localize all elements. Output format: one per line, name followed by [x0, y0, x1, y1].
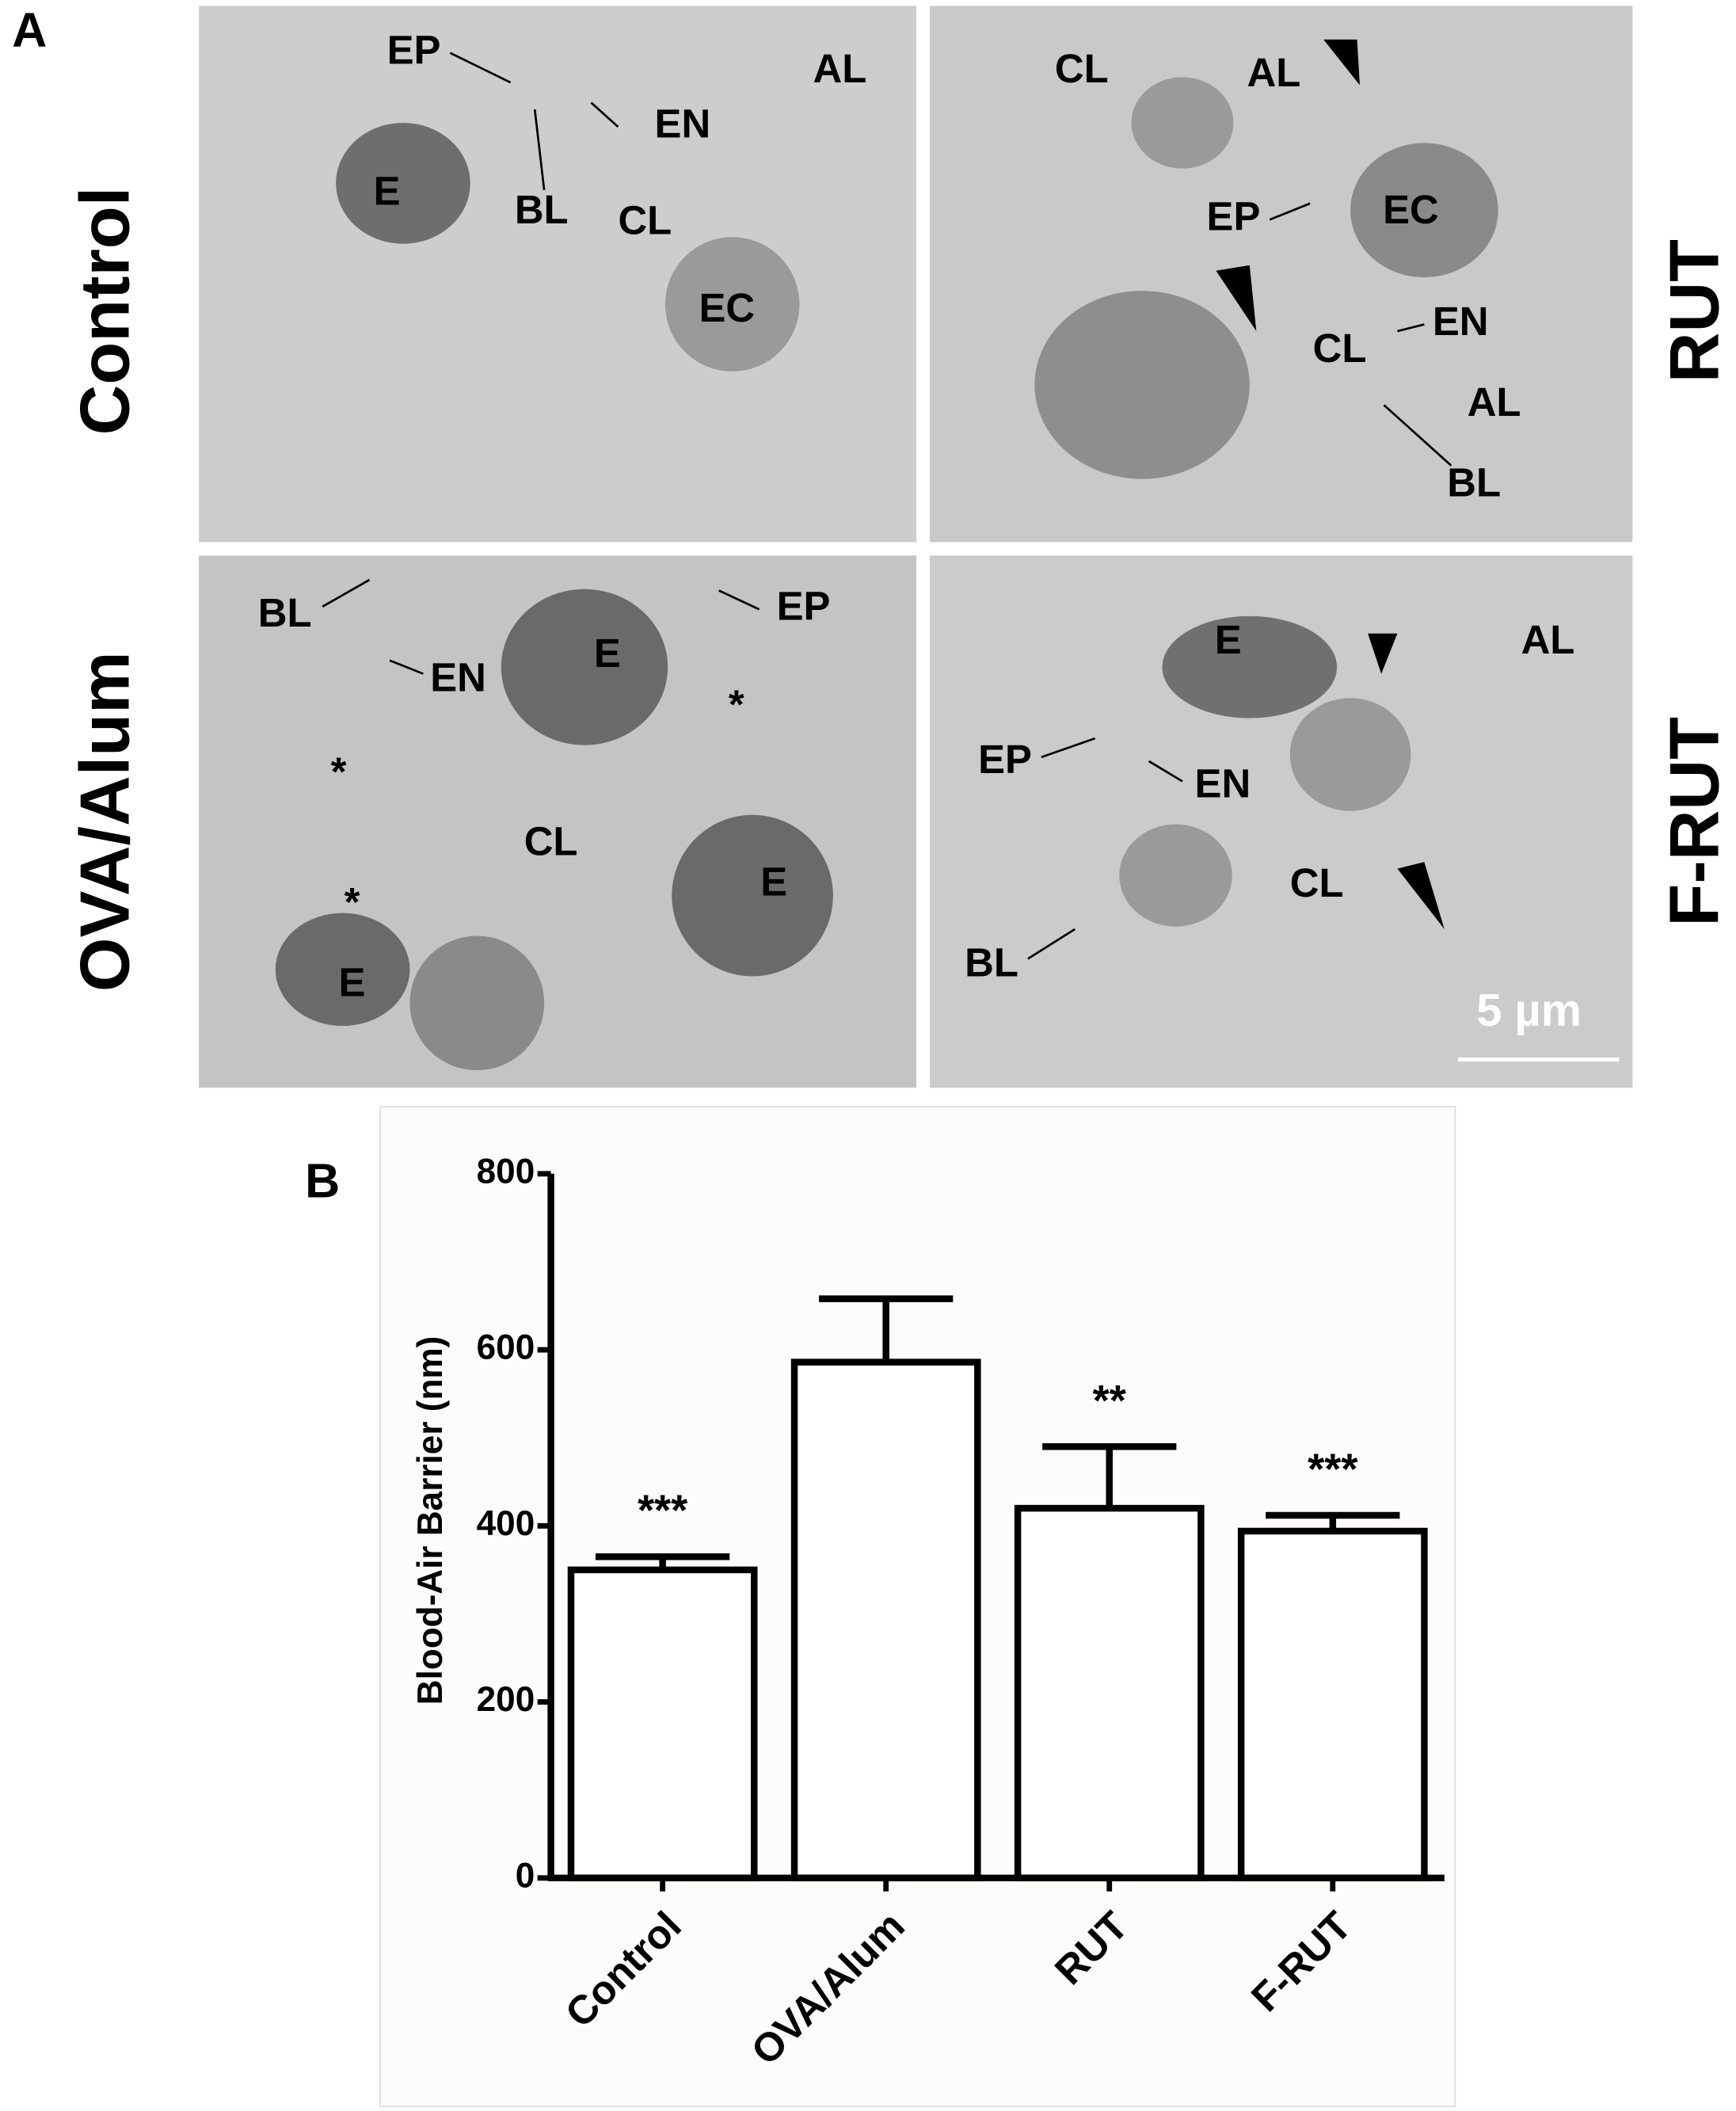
leader-line	[322, 578, 760, 675]
structure-label: E	[1215, 617, 1242, 662]
asterisk: *	[331, 749, 347, 794]
structure-label: CL	[1055, 46, 1109, 91]
cell	[275, 913, 410, 1027]
structure-label: AL	[813, 46, 866, 91]
bar	[1014, 1504, 1205, 1882]
cell	[1289, 698, 1411, 811]
structure-label: EN	[655, 101, 711, 147]
arrowhead	[1368, 633, 1398, 674]
structure-label: EP	[387, 27, 441, 72]
significance-label: **	[1093, 1376, 1127, 1424]
leader-line	[449, 51, 619, 191]
y-tick-label: 600	[477, 1328, 535, 1367]
cell	[1034, 291, 1250, 479]
significance-label: ***	[638, 1486, 688, 1534]
structure-label: CL	[524, 819, 578, 864]
structure-label: EC	[1383, 187, 1439, 232]
row-label: F-RUT	[1654, 717, 1733, 927]
structure-label: E	[594, 631, 621, 676]
structure-label: EP	[777, 584, 831, 629]
structure-label: AL	[1468, 379, 1521, 425]
structure-label: E	[374, 168, 401, 213]
row-label: OVA/Alum	[65, 651, 143, 992]
structure-label: EP	[1207, 194, 1261, 239]
cell	[501, 589, 668, 745]
y-tick-label: 800	[477, 1152, 535, 1191]
bar	[1237, 1527, 1428, 1882]
panel-label: A	[12, 3, 47, 57]
micrograph	[930, 6, 1633, 543]
structure-label: CL	[1290, 860, 1344, 905]
row-label: RUT	[1654, 239, 1733, 383]
structure-label: CL	[618, 198, 672, 243]
significance-label: ***	[1308, 1445, 1358, 1493]
micrographs	[199, 6, 1633, 1088]
y-axis-label: Blood-Air Barrier (nm)	[411, 1336, 450, 1705]
panel-label: B	[305, 1153, 340, 1207]
micrograph	[199, 6, 917, 543]
cell	[1131, 77, 1234, 169]
y-tick-label: 200	[477, 1680, 535, 1719]
structure-label: EN	[1433, 299, 1489, 344]
row-label: Control	[65, 187, 143, 436]
asterisk: *	[729, 682, 744, 727]
asterisk: *	[345, 879, 360, 924]
arrowhead	[1397, 862, 1445, 930]
cell	[336, 123, 470, 244]
scale-bar-label: 5 µm	[1476, 985, 1582, 1036]
structure-label: BL	[965, 939, 1018, 985]
bar	[567, 1566, 758, 1882]
structure-label: BL	[515, 187, 569, 232]
structure-label: EN	[1195, 761, 1251, 806]
cell	[672, 814, 833, 977]
cell	[1350, 143, 1498, 278]
cell	[409, 935, 545, 1071]
structure-label: AL	[1247, 50, 1300, 95]
cell	[1162, 615, 1338, 718]
arrowhead	[1216, 265, 1257, 332]
structure-label: E	[339, 960, 366, 1005]
structure-label: EP	[978, 737, 1032, 782]
y-tick-label: 400	[477, 1504, 535, 1543]
y-tick-label: 0	[516, 1856, 535, 1895]
micrograph-labels: EP EN AL E BL CL EC CL AL EP EC CL EN AL…	[258, 27, 1575, 1004]
leader-line	[1027, 737, 1183, 960]
structure-label: BL	[1447, 460, 1501, 505]
structure-label: AL	[1521, 617, 1575, 662]
leader-line	[1269, 202, 1452, 467]
structure-label: E	[760, 859, 787, 904]
cell	[664, 237, 800, 372]
structure-label: EN	[430, 655, 486, 700]
structure-label: EC	[699, 285, 756, 330]
structure-label: BL	[258, 590, 312, 635]
cell	[1119, 824, 1232, 927]
structure-label: CL	[1313, 326, 1367, 371]
bar	[790, 1358, 981, 1882]
